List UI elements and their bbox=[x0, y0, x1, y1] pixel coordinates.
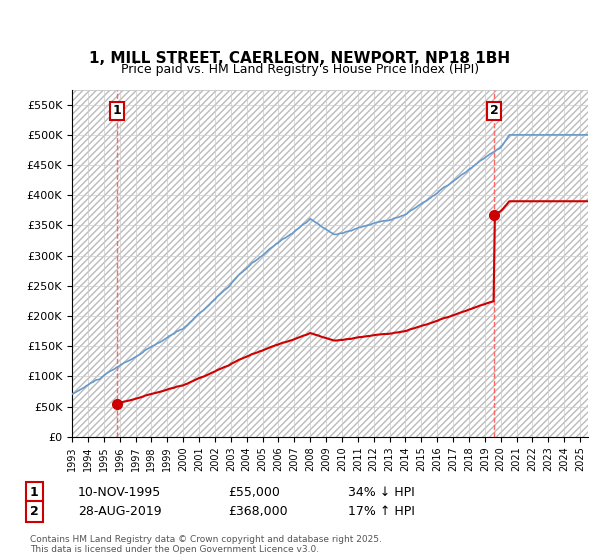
HPI: Average price, detached house, Newport: (2.03e+03, 5e+05): Average price, detached house, Newport: … bbox=[584, 132, 592, 138]
HPI: Average price, detached house, Newport: (2e+03, 1.31e+05): Average price, detached house, Newport: … bbox=[130, 354, 137, 361]
1, MILL STREET, CAERLEON, NEWPORT, NP18 1BH (detached house) bbox=[304, 331, 311, 338]
Text: 1: 1 bbox=[113, 104, 121, 117]
1, MILL STREET, CAERLEON, NEWPORT, NP18 1BH (detached house) bbox=[213, 367, 220, 374]
HPI: Average price, detached house, Newport: (2.02e+03, 4.16e+05): Average price, detached house, Newport: … bbox=[443, 183, 451, 189]
1, MILL STREET, CAERLEON, NEWPORT, NP18 1BH (detached house) bbox=[113, 400, 121, 407]
1, MILL STREET, CAERLEON, NEWPORT, NP18 1BH (detached house) bbox=[301, 332, 308, 339]
Text: 2: 2 bbox=[30, 505, 39, 518]
HPI: Average price, detached house, Newport: (1.99e+03, 7.06e+04): Average price, detached house, Newport: … bbox=[68, 391, 76, 398]
Text: Contains HM Land Registry data © Crown copyright and database right 2025.
This d: Contains HM Land Registry data © Crown c… bbox=[30, 535, 382, 554]
Text: 10-NOV-1995: 10-NOV-1995 bbox=[78, 486, 161, 498]
HPI: Average price, detached house, Newport: (2.01e+03, 3.2e+05): Average price, detached house, Newport: … bbox=[273, 240, 280, 247]
HPI: Average price, detached house, Newport: (2.02e+03, 4.14e+05): Average price, detached house, Newport: … bbox=[441, 184, 448, 190]
Text: 2: 2 bbox=[490, 104, 499, 117]
Line: 1, MILL STREET, CAERLEON, NEWPORT, NP18 1BH (detached house): 1, MILL STREET, CAERLEON, NEWPORT, NP18 … bbox=[117, 201, 588, 404]
1, MILL STREET, CAERLEON, NEWPORT, NP18 1BH (detached house) bbox=[584, 198, 592, 204]
Text: 34% ↓ HPI: 34% ↓ HPI bbox=[348, 486, 415, 498]
Text: 1, MILL STREET, CAERLEON, NEWPORT, NP18 1BH: 1, MILL STREET, CAERLEON, NEWPORT, NP18 … bbox=[89, 52, 511, 66]
Text: £55,000: £55,000 bbox=[228, 486, 280, 498]
1, MILL STREET, CAERLEON, NEWPORT, NP18 1BH (detached house) bbox=[518, 198, 526, 204]
1, MILL STREET, CAERLEON, NEWPORT, NP18 1BH (detached house) bbox=[507, 198, 514, 204]
HPI: Average price, detached house, Newport: (2e+03, 2.7e+05): Average price, detached house, Newport: … bbox=[236, 270, 244, 277]
Text: 28-AUG-2019: 28-AUG-2019 bbox=[78, 505, 161, 518]
Line: HPI: Average price, detached house, Newport: HPI: Average price, detached house, Newp… bbox=[72, 135, 588, 394]
1, MILL STREET, CAERLEON, NEWPORT, NP18 1BH (detached house) bbox=[564, 198, 571, 204]
Text: 1: 1 bbox=[30, 486, 39, 498]
Bar bbox=[72, 90, 588, 437]
1, MILL STREET, CAERLEON, NEWPORT, NP18 1BH (detached house) bbox=[243, 353, 250, 360]
HPI: Average price, detached house, Newport: (2.01e+03, 3.63e+05): Average price, detached house, Newport: … bbox=[393, 214, 400, 221]
Text: Price paid vs. HM Land Registry's House Price Index (HPI): Price paid vs. HM Land Registry's House … bbox=[121, 63, 479, 77]
Text: £368,000: £368,000 bbox=[228, 505, 287, 518]
Text: 17% ↑ HPI: 17% ↑ HPI bbox=[348, 505, 415, 518]
HPI: Average price, detached house, Newport: (2.02e+03, 5e+05): Average price, detached house, Newport: … bbox=[507, 132, 514, 138]
